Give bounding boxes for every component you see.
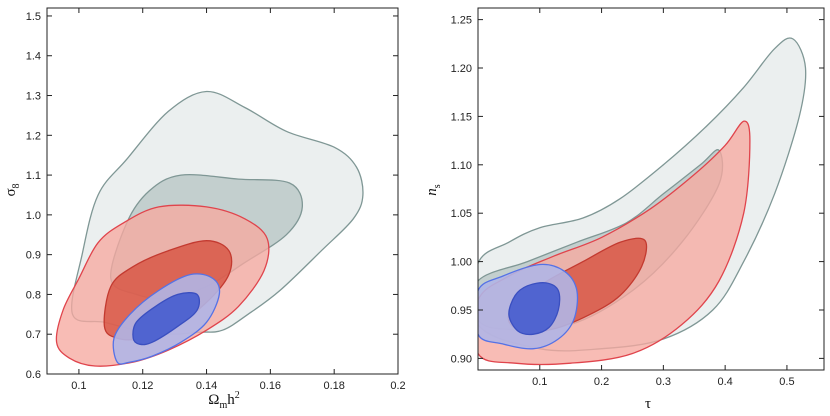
y-tick-label: 1.0 [26, 210, 41, 222]
x-tick-label: 0.18 [323, 380, 344, 392]
y-tick-label: 1.5 [26, 11, 41, 23]
x-tick-label: 0.2 [390, 380, 405, 392]
contour-regions-right [478, 37, 807, 366]
y-tick-label: 1.4 [26, 51, 41, 63]
contour-blue-inner [508, 282, 561, 336]
x-tick-label: 0.2 [594, 376, 609, 388]
y-tick-label: 0.9 [26, 250, 41, 262]
y-tick-label: 0.7 [26, 329, 41, 341]
ticks-right: 0.1 0.2 0.3 0.4 0.5 0.90 0.95 1.00 1.05 1.10 1.15 1… [451, 8, 824, 388]
y-tick-label: 1.20 [451, 63, 472, 75]
x-tick-label: 0.16 [260, 380, 281, 392]
x-tick-label: 0.3 [656, 376, 671, 388]
y-tick-label: 1.3 [26, 91, 41, 103]
x-tick-label: 0.4 [717, 376, 732, 388]
x-tick-label: 0.5 [779, 376, 794, 388]
plot-frame-left [46, 7, 399, 375]
y-tick-label: 0.90 [451, 353, 472, 365]
y-tick-label: 1.15 [451, 111, 472, 123]
y-tick-label: 1.05 [451, 208, 472, 220]
contour-blue-inner [132, 292, 201, 346]
x-axis-label-left: Ωmh2 [208, 390, 239, 411]
x-tick-label: 0.14 [196, 380, 217, 392]
contour-regions-left [55, 90, 364, 367]
y-tick-label: 0.6 [26, 369, 41, 381]
y-tick-label: 1.1 [26, 170, 41, 182]
x-tick-label: 0.1 [532, 376, 547, 388]
y-tick-label: 1.25 [451, 15, 472, 27]
ticks-left: 0.1 0.12 0.14 0.16 0.18 0.2 0.6 0.7 0.8 0.9 1.0 1.1… [26, 8, 406, 392]
y-tick-label: 1.00 [451, 257, 472, 269]
y-tick-label: 1.10 [451, 160, 472, 172]
y-axis-label-left: σ8 [3, 183, 22, 196]
y-tick-label: 0.8 [26, 289, 41, 301]
y-tick-label: 1.2 [26, 130, 41, 142]
panel-left: 0.1 0.12 0.14 0.16 0.18 0.2 0.6 0.7 0.8 0.9 1.0 1.1… [3, 7, 406, 411]
x-axis-label-right: τ [645, 396, 651, 412]
x-tick-label: 0.1 [71, 380, 86, 392]
y-axis-label-right: ns [424, 184, 443, 196]
plot-frame-right [477, 7, 825, 371]
panel-right: 0.1 0.2 0.3 0.4 0.5 0.90 0.95 1.00 1.05 1.10 1.15 1… [424, 7, 825, 412]
y-tick-label: 0.95 [451, 305, 472, 317]
x-tick-label: 0.12 [132, 380, 153, 392]
